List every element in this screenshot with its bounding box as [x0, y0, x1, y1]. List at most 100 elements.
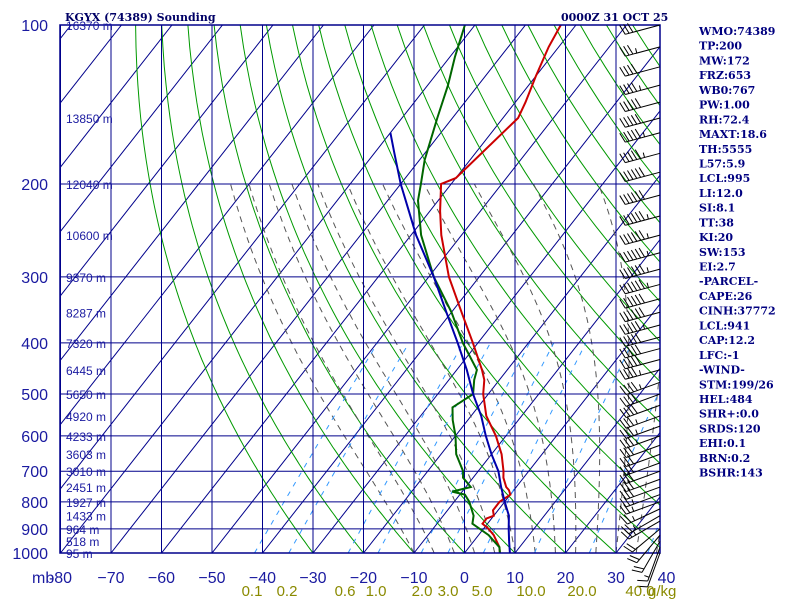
temperature-tick-label: −30: [299, 570, 326, 587]
wind-barb: [619, 264, 661, 279]
wind-barb: [619, 190, 661, 205]
temperature-tick-label: 20: [557, 570, 575, 587]
wind-barb: [619, 210, 661, 226]
barb-flag: [623, 456, 631, 466]
isotherm-line: [363, 174, 660, 553]
barb-half: [642, 131, 646, 138]
barb-flag: [630, 322, 638, 332]
barb-shaft: [628, 520, 661, 540]
barb-flag: [619, 457, 627, 467]
barb-flag: [634, 333, 642, 343]
isotherm-line: [60, 25, 173, 169]
index-line: WMO:74389: [698, 25, 775, 38]
barb-flag: [627, 23, 634, 33]
barb-flag: [619, 47, 626, 57]
barb-flag: [634, 212, 642, 222]
moist-adiabat: [597, 183, 630, 553]
barb-flag: [627, 383, 635, 393]
wind-barb: [619, 415, 661, 429]
barb-flag: [619, 102, 626, 112]
index-line: SHR+:0.0: [699, 408, 759, 421]
barb-flag: [630, 295, 638, 306]
index-line: LCL:941: [699, 319, 750, 332]
plot-frame: [59, 24, 661, 554]
dry-adiabat: [187, 25, 415, 553]
barb-half: [635, 48, 638, 54]
wind-barb: [637, 547, 661, 582]
barb-shaft: [626, 501, 661, 515]
barb-flag: [638, 293, 645, 304]
barb-shaft: [625, 194, 661, 205]
barb-flag: [623, 45, 630, 56]
temperature-tick-label: 10: [506, 570, 524, 587]
mixing-ratio-label: 2.0: [412, 583, 433, 600]
index-line: BSHR:143: [699, 467, 763, 480]
barb-half: [646, 250, 649, 256]
barb-flag: [619, 385, 627, 395]
barb-flag: [623, 418, 631, 428]
pressure-tick-label: 900: [21, 522, 48, 539]
barb-flag: [619, 505, 627, 515]
barb-shaft: [625, 215, 661, 226]
barb-flag: [619, 252, 626, 263]
x-axis-label: mb: [32, 570, 54, 587]
barb-shaft: [625, 46, 661, 57]
wind-barb: [619, 478, 661, 493]
wind-barb: [619, 501, 661, 515]
mixing-ratio-label: 0.6: [335, 583, 356, 600]
wind-barb: [619, 82, 661, 95]
barb-flag: [627, 170, 634, 180]
barb-flag: [630, 115, 638, 125]
barb-flag: [630, 63, 638, 74]
barb-shaft: [647, 552, 661, 587]
altitude-label: 9370 m: [66, 271, 106, 285]
barb-flag: [630, 213, 638, 223]
barb-shaft: [625, 24, 661, 35]
barb-half: [646, 233, 649, 239]
barb-shaft: [625, 311, 661, 323]
temperature-tick-label: 30: [607, 570, 625, 587]
barb-flag: [630, 169, 638, 179]
wind-barb: [619, 381, 661, 396]
barb-flag: [623, 311, 630, 321]
altitude-label: 964 m: [66, 523, 99, 537]
barb-flag: [627, 346, 634, 357]
barb-shaft: [625, 348, 661, 359]
barb-flag: [623, 545, 633, 553]
barb-flag: [638, 247, 645, 258]
wind-barb: [619, 230, 661, 245]
temperature-tick-label: 0: [460, 570, 469, 587]
barb-half: [646, 214, 649, 220]
index-line: WB0:767: [698, 84, 755, 97]
mixing-ratio-label: 20.0: [567, 583, 596, 600]
altitude-label: 10600 m: [66, 229, 113, 243]
altitude-label: 1927 m: [66, 496, 106, 510]
barb-shaft: [626, 435, 661, 449]
barb-shaft: [641, 540, 661, 573]
wind-barb: [619, 98, 661, 112]
wind-barb: [619, 128, 661, 143]
dry-adiabat: [239, 25, 516, 553]
barb-shaft: [626, 453, 661, 468]
barb-shaft: [627, 508, 661, 525]
barb-half: [635, 439, 638, 445]
index-line: CINH:37772: [699, 305, 776, 318]
index-line: RH:72.4: [699, 113, 750, 126]
barb-flag: [630, 356, 638, 366]
temperature-tick-label: −50: [198, 570, 225, 587]
index-line: -PARCEL-: [699, 275, 758, 288]
valid-time: 0000Z 31 OCT 25: [561, 11, 668, 24]
barb-shaft: [626, 381, 661, 396]
barb-flag: [619, 474, 627, 484]
barb-flag: [619, 408, 627, 418]
barb-flag: [623, 489, 631, 499]
barb-flag: [627, 394, 635, 404]
altitude-label: 2451 m: [66, 481, 106, 495]
barb-flag: [627, 267, 634, 277]
index-line: MAXT:18.6: [699, 128, 767, 141]
barb-flag: [627, 214, 634, 224]
barb-half: [644, 575, 650, 578]
index-line: EI:2.7: [699, 261, 736, 274]
